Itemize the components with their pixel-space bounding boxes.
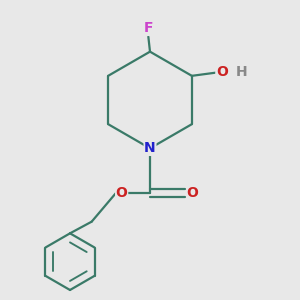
Text: O: O: [216, 65, 228, 80]
Text: N: N: [144, 141, 156, 155]
Text: O: O: [116, 186, 127, 200]
Text: O: O: [187, 186, 199, 200]
Text: H: H: [236, 65, 247, 80]
Text: F: F: [144, 21, 153, 35]
